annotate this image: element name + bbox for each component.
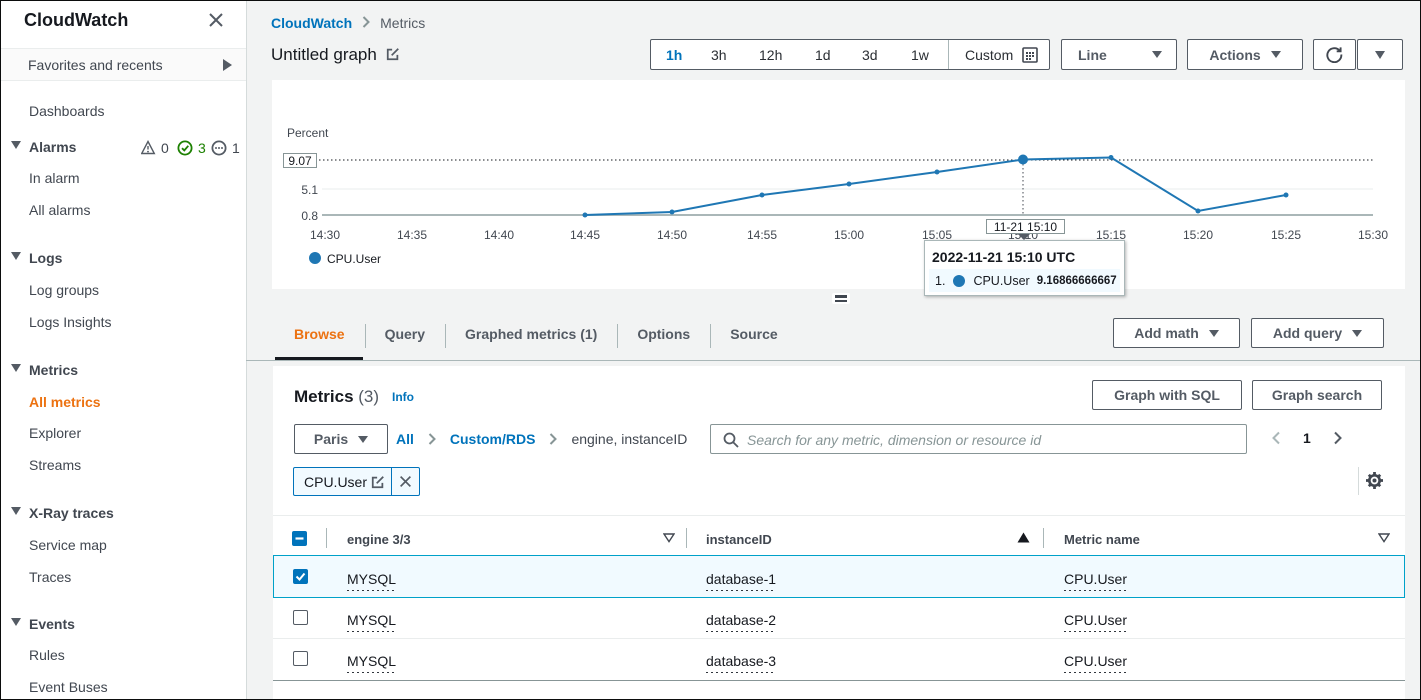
svg-text:3: 3	[198, 140, 206, 156]
svg-text:1: 1	[232, 140, 240, 156]
svg-text:0: 0	[161, 140, 169, 156]
